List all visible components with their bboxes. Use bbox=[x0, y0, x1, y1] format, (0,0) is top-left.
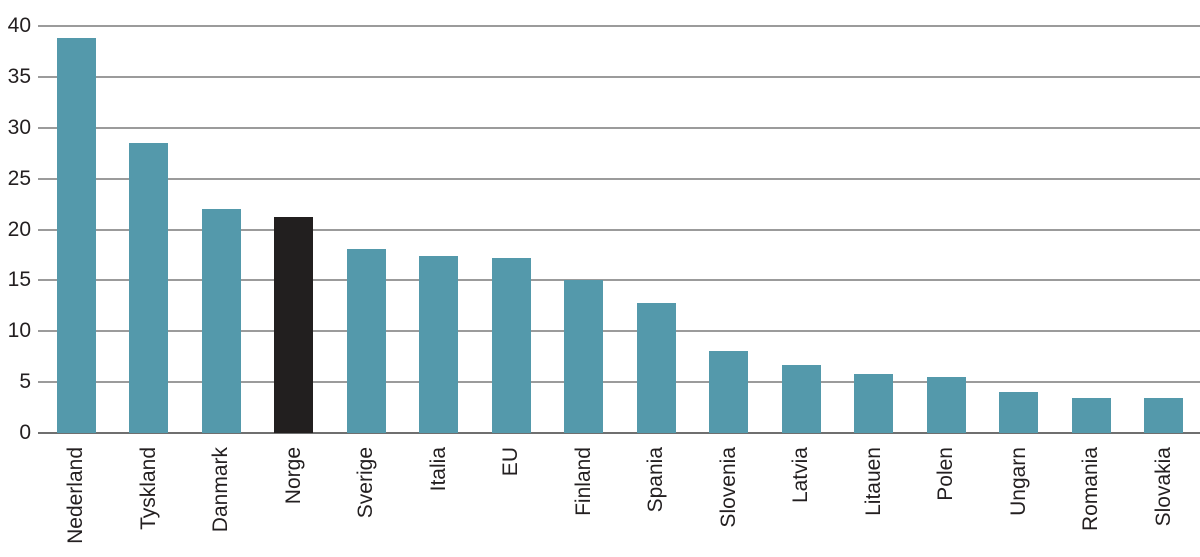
x-label-slot: Spania bbox=[620, 447, 693, 557]
bar-eu bbox=[491, 258, 531, 433]
bar-slot bbox=[693, 26, 766, 433]
x-label-slot: Romania bbox=[1055, 447, 1128, 557]
bar-polen bbox=[926, 377, 966, 433]
x-label-slot: Italia bbox=[403, 447, 476, 557]
x-label-slot: Latvia bbox=[765, 447, 838, 557]
y-tick-label-5: 5 bbox=[19, 370, 31, 394]
bar-slot bbox=[1055, 26, 1128, 433]
gridline-35 bbox=[38, 75, 1200, 78]
bar-italia bbox=[419, 255, 459, 433]
x-label-slot: Polen bbox=[910, 447, 983, 557]
x-label-slot: Finland bbox=[548, 447, 621, 557]
x-category-label-norge: Norge bbox=[281, 447, 305, 505]
bar-slovenia bbox=[709, 350, 749, 433]
bar-slot bbox=[548, 26, 621, 433]
bar-slot bbox=[620, 26, 693, 433]
bar-latvia bbox=[781, 364, 821, 433]
bar-slot bbox=[113, 26, 186, 433]
gridline-5 bbox=[38, 381, 1200, 384]
gridlines bbox=[38, 25, 1200, 434]
x-category-label-nederland: Nederland bbox=[64, 447, 88, 544]
x-category-label-finland: Finland bbox=[571, 447, 595, 516]
gridline-40 bbox=[38, 25, 1200, 27]
bar-finland bbox=[564, 280, 604, 433]
plot-area: 0 5 10 15 20 25 30 35 40 bbox=[8, 14, 1200, 444]
y-tick-label-40: 40 bbox=[7, 14, 31, 37]
x-category-label-italia: Italia bbox=[426, 447, 450, 492]
x-category-label-eu: EU bbox=[499, 447, 523, 477]
gridline-20 bbox=[38, 228, 1200, 231]
y-tick-label-20: 20 bbox=[7, 217, 31, 241]
bar-romania bbox=[1071, 398, 1111, 433]
bar-spania bbox=[636, 302, 676, 433]
x-category-label-litauen: Litauen bbox=[861, 447, 885, 516]
gridline-15 bbox=[38, 279, 1200, 282]
bar-sverige bbox=[346, 248, 386, 433]
bar-slot bbox=[838, 26, 911, 433]
x-category-label-slovakia: Slovakia bbox=[1151, 447, 1175, 527]
x-category-label-tyskland: Tyskland bbox=[136, 447, 160, 530]
x-category-label-spania: Spania bbox=[644, 447, 668, 513]
x-category-label-slovenia: Slovenia bbox=[716, 447, 740, 528]
y-tick-label-15: 15 bbox=[7, 268, 31, 292]
gridline-25 bbox=[38, 177, 1200, 180]
bar-slot bbox=[910, 26, 983, 433]
bar-slot bbox=[983, 26, 1056, 433]
y-tick-label-30: 30 bbox=[7, 115, 31, 139]
x-label-slot: EU bbox=[475, 447, 548, 557]
bar-ungarn bbox=[999, 392, 1039, 433]
bar-slot bbox=[1128, 26, 1200, 433]
bar-slot bbox=[185, 26, 258, 433]
bar-litauen bbox=[854, 374, 894, 433]
x-label-slot: Slovakia bbox=[1128, 447, 1200, 557]
gridline-10 bbox=[38, 330, 1200, 333]
bar-nederland bbox=[56, 38, 96, 433]
x-label-slot: Litauen bbox=[838, 447, 911, 557]
bar-slot bbox=[403, 26, 476, 433]
bar-norge bbox=[274, 217, 314, 433]
bar-slot bbox=[330, 26, 403, 433]
x-label-slot: Norge bbox=[258, 447, 331, 557]
bar-slovakia bbox=[1144, 398, 1184, 433]
y-tick-label-35: 35 bbox=[7, 64, 31, 88]
bar-slot bbox=[765, 26, 838, 433]
x-label-slot: Tyskland bbox=[113, 447, 186, 557]
y-tick-label-10: 10 bbox=[7, 319, 31, 343]
gridline-30 bbox=[38, 126, 1200, 129]
x-axis-line bbox=[38, 432, 1200, 434]
x-label-slot: Nederland bbox=[40, 447, 113, 557]
x-category-label-ungarn: Ungarn bbox=[1006, 447, 1030, 516]
x-category-label-polen: Polen bbox=[934, 447, 958, 501]
bars bbox=[40, 26, 1200, 433]
y-tick-label-0: 0 bbox=[19, 421, 31, 444]
y-tick-label-25: 25 bbox=[7, 166, 31, 190]
x-category-label-sverige: Sverige bbox=[354, 447, 378, 519]
bar-slot bbox=[475, 26, 548, 433]
bar-tyskland bbox=[129, 143, 169, 433]
x-category-label-danmark: Danmark bbox=[209, 447, 233, 533]
x-label-slot: Sverige bbox=[330, 447, 403, 557]
x-label-slot: Slovenia bbox=[693, 447, 766, 557]
x-category-label-romania: Romania bbox=[1079, 447, 1103, 532]
bar-slot bbox=[40, 26, 113, 433]
x-category-label-latvia: Latvia bbox=[789, 447, 813, 504]
x-label-slot: Danmark bbox=[185, 447, 258, 557]
bar-slot bbox=[258, 26, 331, 433]
x-axis-category-labels: Nederland Tyskland Danmark Norge Sverige Ital… bbox=[40, 447, 1200, 557]
x-label-slot: Ungarn bbox=[983, 447, 1056, 557]
bar-danmark bbox=[201, 209, 241, 433]
